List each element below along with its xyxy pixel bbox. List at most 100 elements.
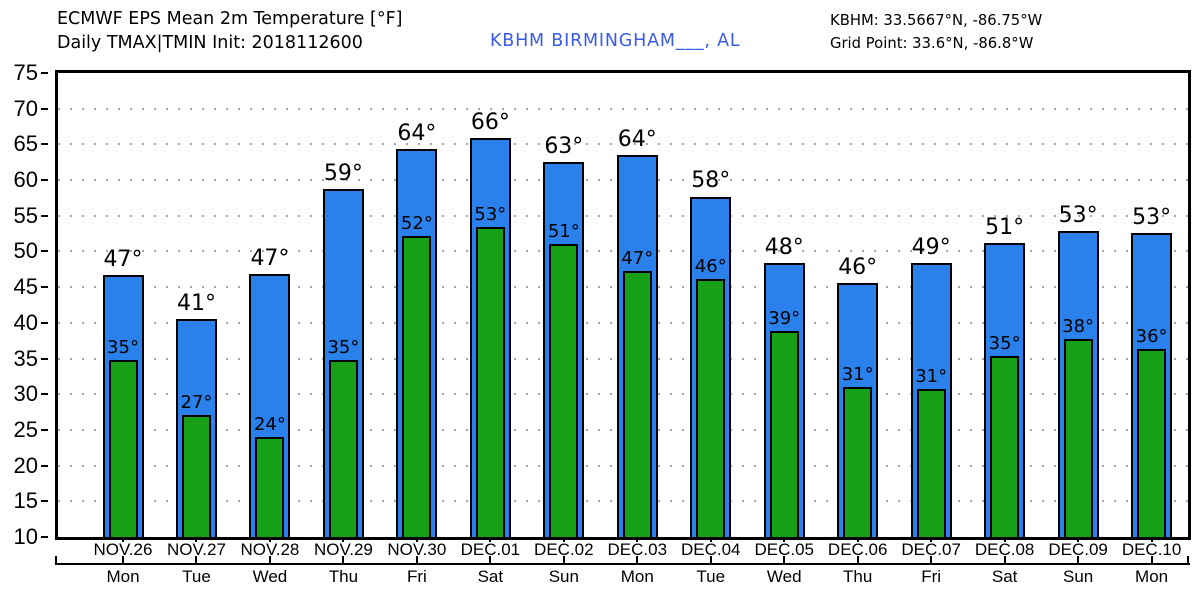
date-label: DEC.01 (460, 540, 521, 559)
day-label: Mon (620, 567, 654, 586)
tmax-label: 53° (1132, 204, 1172, 230)
y-axis-tick (41, 428, 48, 431)
day-label: Thu (328, 567, 359, 586)
tmin-bar (475, 227, 505, 537)
tmax-label: 66° (470, 109, 510, 135)
date-label: DEC.08 (974, 540, 1035, 559)
y-axis-tick (41, 321, 48, 324)
tmin-bar (328, 359, 358, 537)
date-axis-tick (562, 537, 565, 542)
tmin-label: 39° (768, 307, 801, 329)
tmin-label: 31° (915, 365, 948, 387)
y-axis-label: 25 (13, 416, 38, 442)
tmin-label: 38° (1062, 316, 1095, 338)
day-axis-tick (856, 556, 859, 563)
tmin-label: 35° (988, 333, 1021, 355)
day-label: Mon (106, 567, 140, 586)
tmin-label: 35° (327, 336, 360, 358)
tmax-label: 46° (838, 254, 878, 280)
gridline (58, 107, 1188, 110)
day-label: Tue (696, 567, 726, 586)
y-axis-label: 50 (13, 238, 38, 264)
plot-area: 47° 35° 41° 27° 47° 24° 59° 35° 64° 52° 66° 53° 63° 5… (55, 70, 1191, 540)
tmin-bar (916, 388, 946, 537)
tmax-label: 63° (544, 133, 584, 159)
day-axis-tick (783, 556, 786, 563)
tmin-label: 46° (694, 255, 727, 277)
y-axis-tick (41, 143, 48, 146)
y-axis-tick (41, 107, 48, 110)
day-label: Tue (182, 567, 211, 586)
date-axis-tick (1150, 537, 1153, 542)
tmax-label: 51° (985, 214, 1025, 240)
day-axis-tick (709, 556, 712, 563)
y-axis-tick (41, 357, 48, 360)
day-axis-tick (1077, 556, 1080, 563)
day-axis-tick (562, 556, 565, 563)
date-label: DEC.10 (1121, 540, 1182, 559)
date-axis-tick (268, 537, 271, 542)
y-axis-tick (41, 393, 48, 396)
day-axis-tick (415, 556, 418, 563)
tmin-bar (1063, 339, 1093, 537)
tmin-bar (696, 278, 726, 537)
date-label: NOV.29 (313, 540, 373, 559)
tmax-label: 49° (911, 234, 951, 260)
day-label: Sun (1062, 567, 1094, 586)
tmin-label: 35° (107, 336, 139, 358)
date-axis-tick (415, 537, 418, 542)
y-axis-label: 35 (13, 345, 38, 371)
date-label: DEC.04 (680, 540, 741, 559)
tmin-bar (1137, 349, 1167, 537)
y-axis-tick (41, 72, 48, 74)
day-label: Wed (252, 567, 288, 586)
day-axis-tick (268, 556, 271, 563)
tmin-bar (402, 235, 432, 537)
tmin-label: 51° (547, 220, 580, 242)
date-axis-tick (1077, 537, 1080, 542)
chart-title: ECMWF EPS Mean 2m Temperature [°F] Daily… (57, 7, 402, 55)
title-line-2: Daily TMAX|TMIN Init: 2018112600 (57, 33, 363, 53)
day-label: Sat (477, 567, 504, 586)
tmin-label: 36° (1135, 326, 1168, 348)
date-label: DEC.09 (1048, 540, 1108, 559)
date-axis-tick (636, 537, 639, 542)
day-label: Thu (843, 567, 873, 586)
day-axis-tick (122, 556, 124, 563)
tmax-label: 64° (397, 121, 437, 147)
day-axis-line (55, 563, 1190, 565)
day-axis-tick (489, 556, 492, 563)
day-label: Sun (548, 567, 579, 586)
station-coordinates: KBHM: 33.5667°N, -86.75°W (830, 12, 1043, 29)
tmin-label: 47° (621, 247, 654, 269)
date-label: NOV.30 (387, 540, 447, 559)
date-label: DEC.07 (901, 540, 961, 559)
day-axis-tick (930, 556, 933, 563)
date-axis-tick (342, 537, 345, 542)
tmin-bar (843, 387, 873, 537)
y-axis-label: 45 (13, 274, 38, 300)
tmin-bar (181, 414, 211, 537)
tmax-label: 41° (176, 291, 216, 317)
date-label: DEC.06 (827, 540, 888, 559)
tmin-bar (990, 356, 1020, 537)
y-axis-label: 15 (13, 488, 38, 514)
date-axis-tick (783, 537, 786, 542)
tmin-label: 24° (253, 414, 286, 436)
day-label: Mon (1135, 567, 1169, 586)
tmin-bar (622, 270, 652, 537)
y-axis-label: 55 (13, 202, 38, 228)
date-axis-tick (489, 537, 492, 542)
day-axis-tick (342, 556, 345, 563)
day-label: Wed (766, 567, 802, 586)
day-axis-tick (636, 556, 639, 563)
date-axis-tick (1003, 537, 1006, 542)
gridline (58, 143, 1188, 146)
tmin-label: 27° (180, 391, 213, 413)
tmax-label: 59° (323, 160, 363, 186)
date-label: DEC.02 (534, 540, 594, 559)
y-axis-tick (41, 179, 48, 182)
date-label: NOV.27 (167, 540, 226, 559)
date-axis-tick (195, 537, 198, 542)
